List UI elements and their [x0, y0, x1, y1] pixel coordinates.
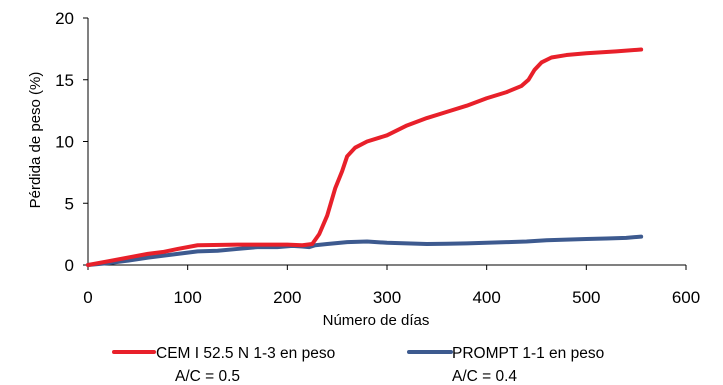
y-tick-label: 0 [65, 256, 74, 275]
legend-item-cem: CEM I 52.5 N 1-3 en peso A/C = 0.5 [112, 345, 335, 385]
x-tick-label: 100 [173, 288, 201, 307]
y-tick-label: 5 [65, 194, 74, 213]
x-tick-label: 600 [672, 288, 700, 307]
y-axis-title: Pérdida de peso (%) [27, 72, 44, 209]
y-tick-label: 15 [55, 71, 74, 90]
series-layer [86, 47, 644, 267]
x-tick-label: 500 [572, 288, 600, 307]
y-tick-label: 20 [55, 9, 74, 28]
y-axis-ticks: 0 5 10 15 20 [55, 9, 88, 275]
legend-item-prompt: PROMPT 1-1 en peso A/C = 0.4 [407, 345, 604, 385]
axes [87, 18, 686, 266]
y-tick-label: 10 [55, 133, 74, 152]
x-tick-label: 300 [373, 288, 401, 307]
legend-sublabel-cem: A/C = 0.5 [175, 368, 240, 385]
series-line-prompt [86, 234, 644, 267]
legend-sublabel-prompt: A/C = 0.4 [452, 368, 517, 385]
legend: CEM I 52.5 N 1-3 en peso A/C = 0.5 PROMP… [112, 345, 604, 385]
x-axis-ticks: 0 100 200 300 400 500 600 [83, 265, 700, 307]
x-tick-label: 0 [83, 288, 92, 307]
legend-label-prompt: PROMPT 1-1 en peso [452, 345, 604, 362]
series-line-cem [86, 47, 644, 267]
legend-label-cem: CEM I 52.5 N 1-3 en peso [156, 345, 335, 362]
x-tick-label: 400 [472, 288, 500, 307]
x-axis-title: Número de días [323, 312, 430, 329]
x-tick-label: 200 [273, 288, 301, 307]
